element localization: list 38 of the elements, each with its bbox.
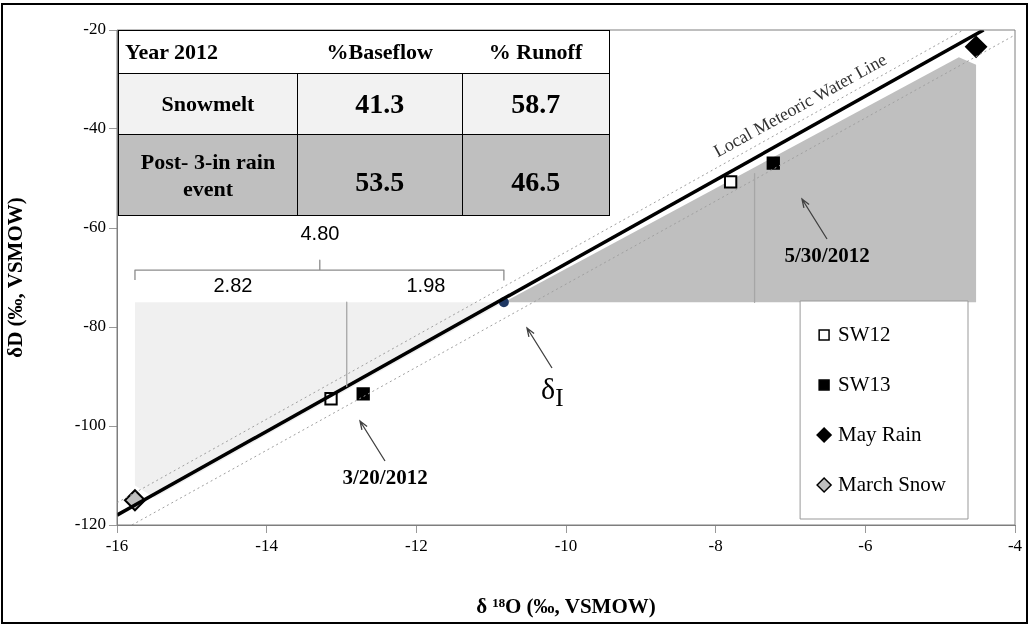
x-tick-label: -16 bbox=[105, 535, 129, 555]
annotation: 3/20/2012 bbox=[342, 464, 428, 490]
legend-label: March Snow bbox=[838, 471, 947, 496]
annotation: 1.98 bbox=[406, 273, 446, 297]
y-tick-label: Post- 3-in rain event bbox=[118, 134, 298, 216]
y-tick-label: -60 bbox=[83, 217, 106, 237]
y-tick-label: -100 bbox=[74, 415, 106, 435]
annotation: 5/30/2012 bbox=[784, 242, 870, 268]
data-label: 53.5 bbox=[297, 134, 463, 216]
y-tick-label: -20 bbox=[83, 19, 106, 39]
legend-label: SW12 bbox=[838, 321, 891, 346]
point bbox=[965, 35, 988, 58]
y-tick-label: -120 bbox=[74, 514, 106, 534]
annotation: 4.80 bbox=[300, 221, 340, 245]
x-tick-label: -14 bbox=[255, 535, 279, 555]
data-label: 58.7 bbox=[462, 73, 610, 135]
x-tick-label: -12 bbox=[405, 535, 428, 555]
x-tick-label: %Baseflow bbox=[297, 30, 463, 74]
x-tick-label: -10 bbox=[554, 535, 578, 555]
point bbox=[766, 156, 780, 170]
x-tick-label: -8 bbox=[708, 535, 723, 555]
data-label: 46.5 bbox=[462, 134, 610, 216]
annotation: δ$_{I}$ bbox=[541, 372, 564, 412]
y-tick-label: Snowmelt bbox=[118, 73, 298, 135]
y-tick-label: -40 bbox=[83, 118, 106, 138]
x-tick-label: % Runoff bbox=[462, 30, 610, 74]
legend-label: May Rain bbox=[838, 421, 922, 446]
annotation: 2.82 bbox=[213, 273, 253, 297]
legend-label: SW13 bbox=[838, 371, 891, 396]
point bbox=[723, 175, 738, 189]
point bbox=[356, 387, 370, 401]
x-tick-label: -6 bbox=[858, 535, 873, 555]
y-axis-title: δD (‰, VSMOW) bbox=[3, 197, 28, 358]
annotation: Year 2012 bbox=[118, 30, 298, 74]
x-axis-title: δ ¹⁸O (‰, VSMOW) bbox=[476, 593, 656, 618]
y-tick-label: -80 bbox=[83, 316, 106, 336]
x-tick-label: -4 bbox=[1007, 535, 1023, 555]
data-label: 41.3 bbox=[297, 73, 463, 135]
